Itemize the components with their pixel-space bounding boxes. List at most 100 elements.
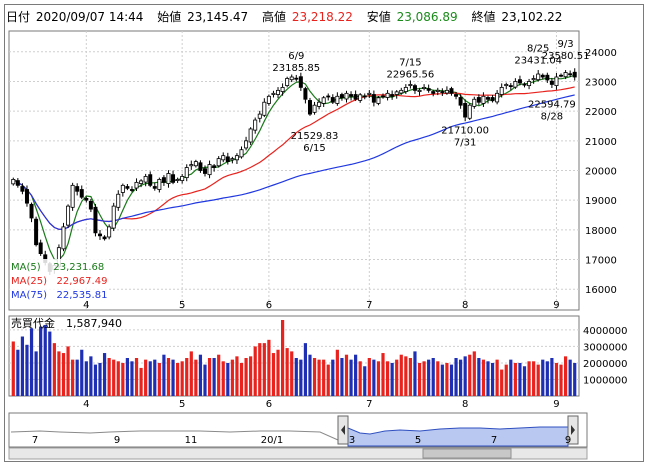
candle-body [376, 97, 381, 104]
volume-bar [29, 328, 34, 396]
candle-body [202, 168, 207, 174]
candle-body [107, 226, 112, 238]
volume-bar [244, 358, 248, 396]
volume-bar [541, 359, 545, 396]
candle-body [24, 189, 29, 204]
candle-body [536, 73, 541, 81]
volume-bar [550, 358, 554, 396]
navigator-labels: 7 9 11 20/1 3 5 7 9 [32, 435, 571, 446]
price-tick-label: 23000 [585, 77, 617, 88]
volume-bar [235, 356, 239, 396]
volume-bar [404, 356, 408, 396]
candle-body [499, 86, 504, 95]
navigator-label: 5 [415, 435, 421, 446]
candle-body [321, 97, 326, 104]
candle-body [335, 95, 340, 104]
volume-bar [294, 358, 298, 396]
volume-bar [413, 351, 417, 396]
volume-bar [144, 359, 148, 396]
volume-bar [436, 361, 440, 396]
candle-body [458, 97, 463, 106]
volume-bar [335, 349, 339, 396]
candle-body [495, 92, 500, 103]
volume-bar [39, 326, 43, 396]
month-label: 5 [179, 300, 185, 311]
candle-body [330, 97, 335, 103]
navigator-label: 20/1 [261, 435, 283, 446]
price-tick-label: 19000 [585, 196, 617, 207]
navigator-label: 7 [32, 435, 38, 446]
volume-bars [11, 320, 577, 396]
annotation-value: 23431.04 [514, 56, 562, 67]
price-tick-label: 22000 [585, 107, 617, 118]
candle-body [435, 89, 440, 92]
volume-bar [130, 361, 134, 396]
candle-body [549, 80, 554, 85]
annotation-date: 8/28 [541, 111, 563, 122]
candle-body [125, 186, 130, 189]
candle-body [276, 89, 281, 95]
candle-body [184, 167, 189, 179]
candle-body [257, 113, 262, 119]
volume-bar [71, 359, 75, 396]
candle-body [61, 226, 66, 250]
volume-bar [285, 348, 289, 396]
volume-bar [477, 358, 481, 396]
candle-body [102, 236, 107, 240]
moving-average-lines [12, 74, 575, 261]
date-label: 日付 [6, 10, 31, 24]
month-labels-price: 4 5 6 7 8 9 [83, 300, 560, 311]
navigator-scrollbar-track[interactable] [8, 447, 588, 460]
volume-bar [381, 353, 385, 396]
volume-bar [322, 359, 326, 396]
candle-body [454, 94, 459, 97]
volume-bar [500, 369, 504, 396]
legend-ma5: MA(5) 23,231.68 [11, 262, 104, 273]
candle-body [266, 95, 271, 104]
candle-body [540, 74, 545, 78]
volume-bar [468, 354, 472, 396]
price-tick-label: 20000 [585, 167, 617, 178]
price-grid [9, 31, 579, 396]
annotation-value: 22965.56 [387, 69, 435, 80]
candle-body [472, 98, 477, 107]
volume-bar [52, 343, 56, 396]
volume-bar [171, 359, 175, 396]
candle-body [15, 180, 20, 186]
volume-bar [354, 354, 358, 396]
volume-bar [262, 343, 266, 396]
month-label: 7 [366, 399, 372, 410]
volume-axis: 1000000 2000000 3000000 4000000 [583, 326, 628, 387]
candle-body [422, 86, 427, 89]
volume-bar [66, 346, 70, 396]
candle-body [198, 162, 203, 171]
volume-bar [180, 361, 184, 396]
candle-body [349, 94, 354, 97]
navigator-left-handle[interactable] [337, 415, 349, 445]
annotation-date: 7/15 [399, 57, 421, 68]
volume-bar [43, 324, 47, 396]
volume-bar [217, 354, 221, 396]
low-label: 安値 [366, 10, 391, 24]
candle-body [253, 119, 258, 131]
annotation-value: 21529.83 [291, 131, 339, 142]
volume-bar [440, 364, 444, 396]
annotation-value: 23580.51 [542, 51, 590, 62]
candle-body [317, 101, 322, 107]
volume-bar [276, 349, 280, 396]
candle-body [399, 89, 404, 94]
candle-body [381, 95, 386, 98]
navigator-right-handle[interactable] [567, 415, 579, 445]
price-tick-label: 17000 [585, 256, 617, 267]
candle-body [207, 164, 212, 176]
price-tick-label: 21000 [585, 137, 617, 148]
high-value: 23,218.22 [291, 10, 353, 24]
candle-body [513, 81, 518, 88]
month-label: 4 [83, 300, 89, 311]
volume-bar [134, 358, 139, 396]
candle-body [180, 176, 185, 181]
candle-body [34, 218, 39, 246]
volume-bar [563, 356, 568, 396]
candle-body [568, 73, 573, 76]
navigator-scrollbar-thumb[interactable] [422, 448, 512, 459]
